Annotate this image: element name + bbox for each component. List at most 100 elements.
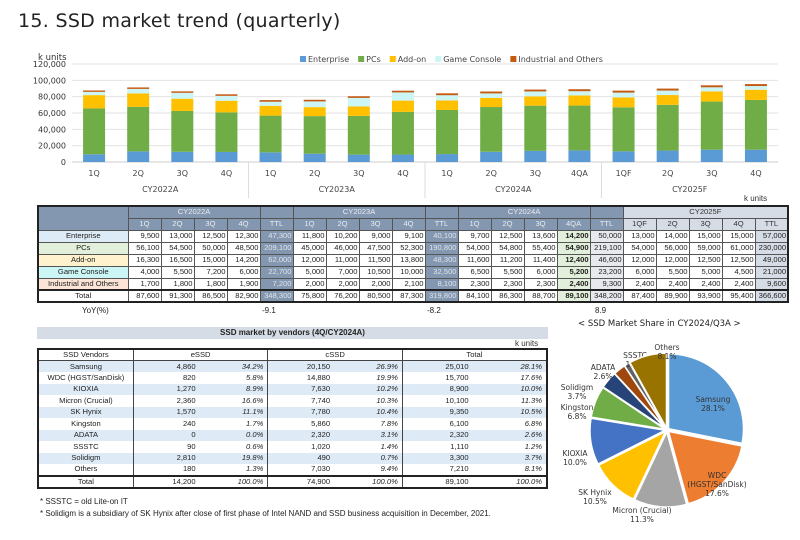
cell: 2,000: [358, 277, 393, 291]
bar-game-console: [391, 92, 414, 101]
cell: 12,500: [721, 253, 756, 267]
bar-enterprise: [215, 151, 238, 162]
cell: 5,200: [556, 265, 591, 279]
cell: 47,300: [259, 229, 294, 243]
column-header: cSSD: [267, 349, 403, 361]
cell: 100.0%: [472, 474, 548, 488]
pie-label-line: 2.6%: [593, 372, 612, 381]
x-group-label: CY2024A: [495, 185, 532, 194]
table-row: Total 87,600 91,300 86,500 82,900 348,300 75,8…: [37, 289, 789, 303]
quarter-header: 4Q: [226, 217, 261, 231]
cell: 5,000: [688, 265, 723, 279]
quarter-header: 1Q: [292, 217, 327, 231]
cell: 366,600: [754, 289, 789, 303]
cell: 1,800: [193, 277, 228, 291]
x-tick-label: 3Q: [177, 169, 188, 178]
bar-pcs: [215, 112, 238, 152]
cell: 8,900: [402, 383, 473, 395]
cell: 11.1%: [199, 406, 269, 418]
pie-title: < SSD Market Share in CY2024/Q3A >: [578, 319, 741, 329]
cell: 11,600: [457, 253, 492, 267]
cell: 1,110: [450, 441, 469, 451]
cell: 0: [133, 429, 200, 441]
bar-industrial-and-others: [612, 90, 635, 93]
pie-label-line: WDC: [708, 471, 726, 480]
quarter-header: 3Q: [358, 217, 393, 231]
pie-label-line: 28.1%: [701, 404, 725, 413]
quarter-header: TTL: [754, 217, 789, 231]
bar-pcs: [656, 104, 679, 151]
x-tick-label: 4Q: [221, 169, 232, 178]
bar-industrial-and-others: [744, 84, 767, 87]
table-row: Samsung 4,860 34.2% 20,150 26.9% 25,010 28.1%: [38, 360, 548, 372]
bar-enterprise: [436, 154, 459, 162]
bar-game-console: [259, 101, 282, 106]
bar-enterprise: [480, 151, 503, 162]
cell: 2,360: [176, 395, 196, 405]
cell: 14,200: [556, 229, 591, 243]
quarter-header: 1QF: [622, 217, 657, 231]
pie-label: SK Hynix 10.5%: [578, 488, 612, 506]
cell: 100.0%: [199, 474, 269, 488]
market-share-pie: Samsung 28.1% WDC (HGST/SanDisk) 17.6% Micron…: [561, 343, 747, 524]
cell: 13,600: [523, 229, 558, 243]
pie-label-line: 6.8%: [567, 412, 586, 421]
cell: 2,300: [523, 277, 558, 291]
table-row: Game Console 4,000 5,500 7,200 6,000 22,700 5,…: [37, 265, 789, 279]
cell: 80,500: [358, 289, 393, 303]
cell: 348,300: [259, 289, 294, 303]
cell: 87,600: [127, 289, 162, 303]
bar-add-on: [171, 98, 194, 111]
bar-add-on: [568, 95, 591, 106]
x-tick-label: 1QF: [616, 169, 632, 178]
pie-label-line: 10.5%: [583, 497, 607, 506]
vendor-name: Total: [38, 474, 134, 488]
table-row: Solidigm 2,810 19.8% 490 0.7% 3,300 3.7%: [38, 452, 548, 464]
bar-enterprise: [391, 154, 414, 162]
bar-add-on: [303, 107, 326, 117]
cell: 93,900: [688, 289, 723, 303]
column-header: SSD Vendors: [38, 349, 134, 361]
bar-pcs: [744, 99, 767, 150]
cell: 1,700: [127, 277, 162, 291]
cell: 209,100: [259, 241, 294, 255]
cell: 7,000: [325, 265, 360, 279]
cell: 7,200: [259, 277, 294, 291]
bar-industrial-and-others: [171, 91, 194, 93]
cell: 100.0%: [334, 474, 403, 488]
bar-industrial-and-others: [215, 94, 238, 96]
quarter-header: 2Q: [325, 217, 360, 231]
cell: 89,100: [402, 474, 473, 488]
bar-enterprise: [656, 150, 679, 162]
cell: 9,300: [589, 277, 624, 291]
pie-label: Others 8.1%: [654, 343, 679, 361]
vendor-name: Solidigm: [38, 452, 134, 464]
cell: 52,300: [391, 241, 426, 255]
cell: 50,000: [193, 241, 228, 255]
vendor-name: Kingston: [38, 418, 134, 430]
bar-add-on: [744, 89, 767, 100]
cell: 5.8%: [199, 372, 269, 384]
table-row: SK Hynix 1,570 11.1% 7,780 10.4% 9,350 10.5%: [38, 406, 548, 418]
bar-pcs: [391, 111, 414, 155]
x-tick-label: 3Q: [530, 169, 541, 178]
cell: 348,200: [589, 289, 624, 303]
cell: 16.6%: [199, 395, 269, 407]
cell: 86,300: [490, 289, 525, 303]
pie-label-line: Kingston: [561, 403, 594, 412]
quarter-header: 3Q: [688, 217, 723, 231]
row-label: Enterprise: [37, 229, 129, 243]
table-row: ADATA 0 0.0% 2,320 3.1% 2,320 2.6%: [38, 429, 548, 441]
y-tick-label: 80,000: [38, 93, 66, 102]
bar-game-console: [568, 91, 591, 96]
cell: 55,400: [523, 241, 558, 255]
cell: 54,000: [457, 241, 492, 255]
x-group-label: CY2022A: [142, 185, 179, 194]
trend-table-unit: k units: [744, 194, 768, 203]
cell: 7,780: [267, 406, 335, 418]
cell: 7,200: [193, 265, 228, 279]
bar-game-console: [171, 92, 194, 99]
cell: 11,000: [325, 253, 360, 267]
cell: 9,600: [754, 277, 789, 291]
cell: 5,500: [160, 265, 195, 279]
